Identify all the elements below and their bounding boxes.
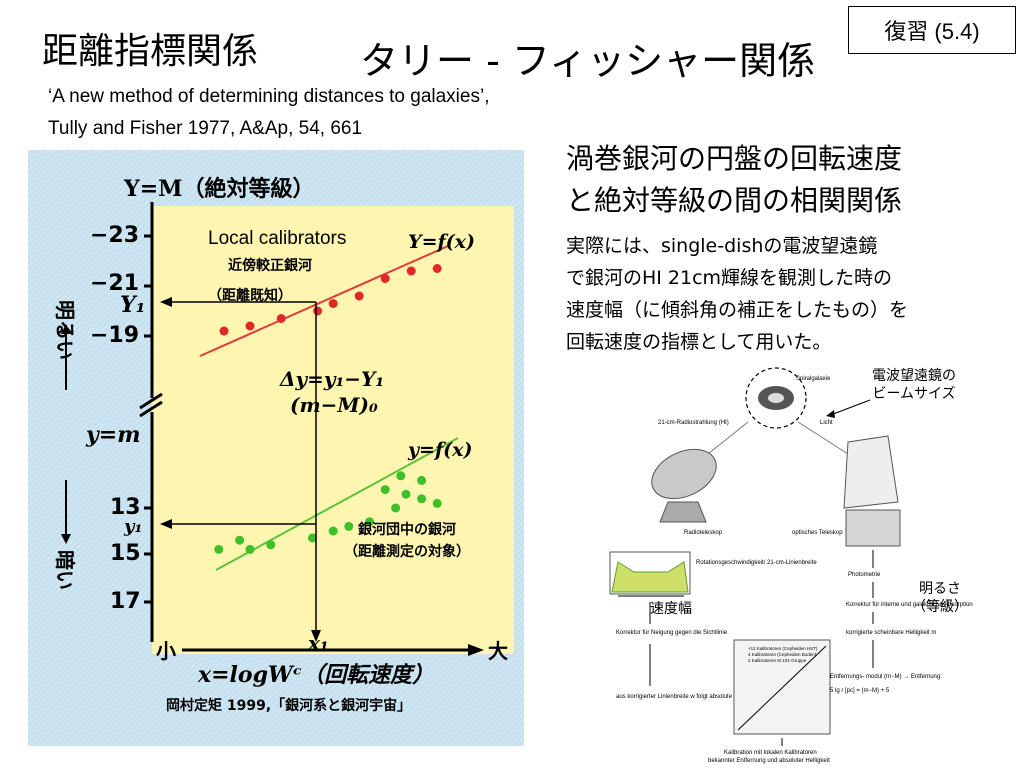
description-line-1: 実際には、single-dishの電波望遠鏡 bbox=[566, 235, 878, 257]
calibration-label: Kalibration mit lokalen Kalibratoren bbox=[724, 750, 817, 756]
tully-fisher-figure: Y=M（絶対等級） −23 −21 Y₁ −19 y=m 13 y₁ 15 17… bbox=[28, 150, 524, 746]
beam-annotation: 電波望遠鏡の ビームサイズ bbox=[872, 367, 956, 403]
lower-fit-line bbox=[215, 437, 459, 571]
upper-fit-label: Y=f(x) bbox=[408, 231, 475, 253]
calibration-label-2: bekannter Entfernung und absoluter Helli… bbox=[708, 758, 830, 764]
lower-point bbox=[401, 489, 411, 499]
beam-annotation-line-1: 電波望遠鏡の bbox=[872, 368, 956, 384]
lower-point bbox=[344, 521, 354, 531]
x-small-label: 小 bbox=[156, 639, 176, 663]
optical-label: optisches Teleskop bbox=[792, 530, 843, 536]
lower-point bbox=[214, 544, 224, 554]
optical-telescope-icon bbox=[843, 435, 901, 547]
x1-label: x₁ bbox=[307, 631, 329, 655]
upper-point bbox=[313, 306, 323, 316]
corr-mag-label: korrigierte scheinbare Helligkeit m bbox=[846, 630, 936, 636]
cal-legend-3: 2 Kalibratoren M 101-Gruppe bbox=[748, 658, 807, 663]
reference-line-1: ‘A new method of determining distances t… bbox=[48, 86, 490, 107]
reference-line-2: Tully and Fisher 1977, A&Ap, 54, 661 bbox=[48, 118, 363, 139]
lower-sample-note: （距離測定の対象） bbox=[344, 543, 470, 560]
lower-point bbox=[307, 533, 317, 543]
upper-sample-label: 近傍較正銀河 bbox=[228, 257, 312, 274]
upper-point bbox=[432, 264, 442, 273]
modulus-label: Entfernungs- modul (m−M) → Entfernung: bbox=[830, 674, 942, 680]
x-large-label: 大 bbox=[488, 639, 508, 663]
formula-label: 5 lg r [pc] = (m−M) + 5 bbox=[830, 688, 890, 694]
spiral-label: Spiralgalaxie bbox=[796, 376, 831, 382]
cal-legend-2: 4 Kalibratoren (Cepheiden Boden) bbox=[748, 652, 817, 657]
credit: 岡村定矩 1999,「銀河系と銀河宇宙」 bbox=[166, 697, 411, 714]
photometry-label: Photometrie bbox=[848, 572, 881, 578]
beam-circle bbox=[745, 367, 807, 429]
corr-incl-label: Korrektur für Neigung gegen die Sichtlin… bbox=[616, 630, 728, 636]
title-left: 距離指標関係 bbox=[42, 31, 259, 72]
measurement-diagram: Spiralgalaxie 21-cm-Radiostrahlung (HI) … bbox=[598, 362, 1018, 768]
lower-point bbox=[417, 475, 427, 485]
description-line-3: 速度幅（に傾斜角の補正をしたもの）を bbox=[566, 299, 909, 321]
lower-point bbox=[235, 535, 245, 545]
review-badge: 復習 (5.4) bbox=[848, 6, 1016, 54]
lower-points bbox=[214, 471, 442, 554]
lower-point bbox=[417, 494, 427, 504]
y-axis-title: Y=M（絶対等級） bbox=[123, 176, 315, 202]
light-label: Licht bbox=[820, 420, 833, 426]
plot-panel bbox=[152, 206, 514, 654]
upper-sample-note: （距離既知） bbox=[208, 287, 292, 304]
tick-minus21: −21 bbox=[90, 271, 139, 296]
delta-label: Δy=y₁−Y₁ bbox=[279, 367, 384, 391]
upper-point bbox=[354, 291, 364, 301]
radio-telescope-icon bbox=[651, 448, 717, 523]
upper-points bbox=[219, 264, 442, 336]
hi-label: 21-cm-Radiostrahlung (HI) bbox=[658, 420, 729, 426]
lower-point bbox=[432, 498, 442, 508]
lower-point bbox=[328, 526, 338, 536]
tick-minus23: −23 bbox=[90, 223, 139, 248]
upper-point bbox=[219, 326, 229, 336]
upper-point bbox=[406, 266, 416, 276]
upper-point bbox=[380, 274, 390, 283]
description-line-4: 回転速度の指標として用いた。 bbox=[566, 331, 832, 353]
title-right: タリー - フィッシャー関係 bbox=[360, 39, 816, 83]
rotation-label: Rotationsgeschwindigkeit/ 21-cm-Linienbr… bbox=[696, 560, 817, 566]
heading: 渦巻銀河の円盤の回転速度 と絶対等級の間の相関関係 bbox=[566, 138, 1006, 222]
upper-point bbox=[276, 314, 286, 323]
upper-fit-line bbox=[199, 245, 449, 357]
tick-y1: y₁ bbox=[123, 516, 142, 537]
radio-label: Radioteleskop bbox=[684, 530, 723, 536]
spiral-galaxy-icon bbox=[758, 386, 794, 410]
darker-label: 暗い bbox=[53, 550, 77, 590]
linewidth-label: aus korrigierter Linienbreite w folgt ab… bbox=[616, 694, 765, 700]
beam-annotation-line-2: ビームサイズ bbox=[872, 386, 956, 402]
corr-abs-label: Korrektur für interne und galaktische Ab… bbox=[846, 602, 973, 608]
tick-Y1: Y₁ bbox=[120, 292, 145, 318]
tick-minus19: −19 bbox=[90, 323, 139, 348]
magnitude-annotation-line-1: 明るさ bbox=[919, 581, 961, 597]
tick-15: 15 bbox=[110, 541, 141, 566]
lower-point bbox=[396, 471, 406, 481]
lower-point bbox=[365, 517, 375, 527]
tick-17: 17 bbox=[110, 589, 141, 614]
local-calibrators-label: Local calibrators bbox=[208, 228, 346, 249]
lower-point bbox=[391, 503, 401, 513]
calibration-plot bbox=[733, 639, 831, 735]
upper-point bbox=[245, 321, 255, 331]
linewidth-annotation: 速度幅 bbox=[650, 601, 692, 617]
description: 実際には、single-dishの電波望遠鏡 で銀河のHI 21cm輝線を観測し… bbox=[566, 230, 1006, 358]
lower-point bbox=[380, 485, 390, 495]
x-axis-title: x=logWᶜ（回転速度） bbox=[197, 662, 434, 688]
lower-point bbox=[245, 544, 255, 554]
y-mid-label: y=m bbox=[85, 422, 141, 448]
heading-line-2: と絶対等級の間の相関関係 bbox=[566, 184, 903, 217]
upper-point bbox=[328, 299, 338, 308]
magnitude-annotation: 明るさ （等級） bbox=[912, 580, 968, 616]
tick-13: 13 bbox=[110, 495, 141, 520]
heading-line-1: 渦巻銀河の円盤の回転速度 bbox=[566, 142, 903, 175]
lower-sample-label: 銀河団中の銀河 bbox=[358, 521, 456, 538]
cal-legend-1: +12 Kalibratoren (Cepheiden HST) bbox=[748, 646, 818, 651]
description-line-2: で銀河のHI 21cm輝線を観測した時の bbox=[566, 267, 893, 289]
lower-fit-label: y=f(x) bbox=[407, 439, 472, 461]
magnitude-annotation-line-2: （等級） bbox=[912, 599, 968, 615]
delta-label-2: (m−M)₀ bbox=[290, 393, 378, 417]
lower-point bbox=[266, 540, 276, 550]
